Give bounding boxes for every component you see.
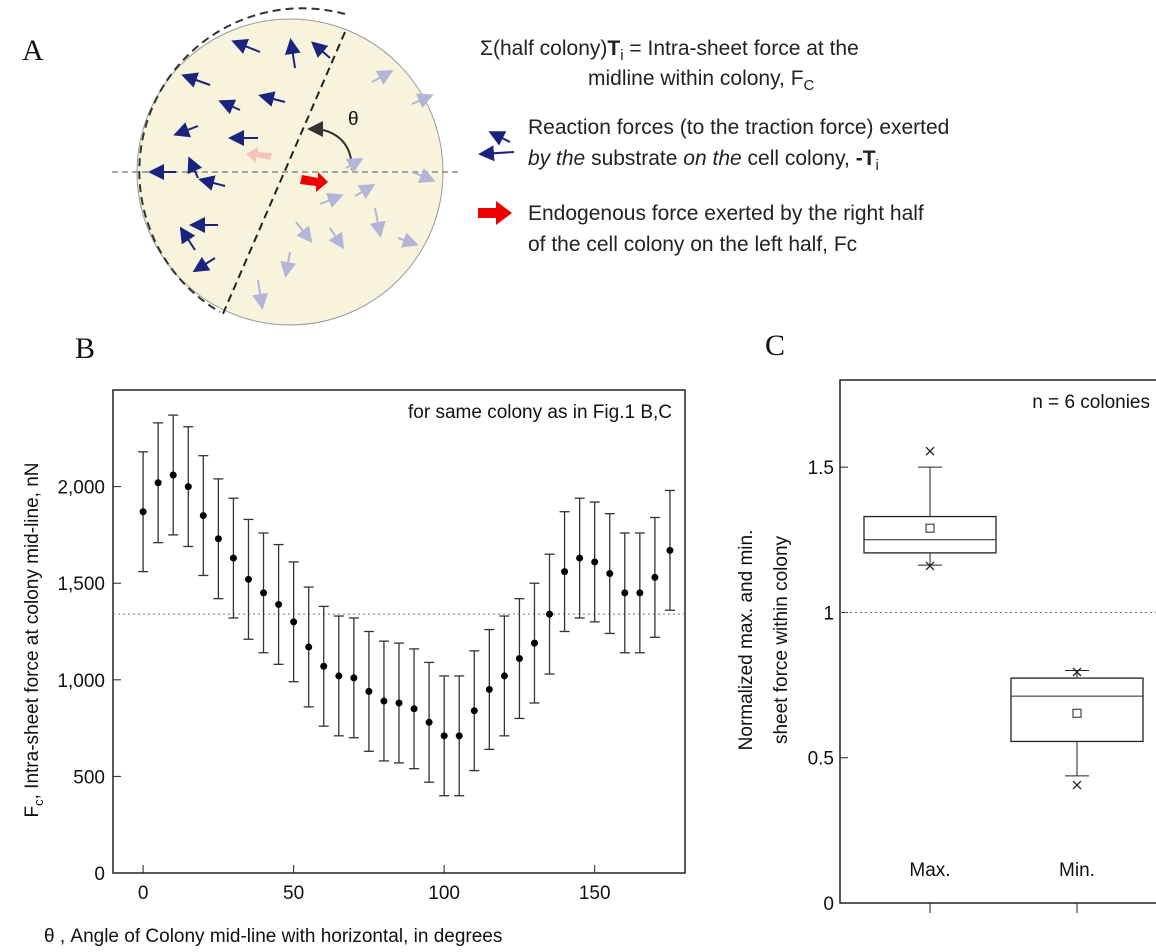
y-axis-label: Fc, Intra-sheet force at colony mid-line… (22, 463, 46, 818)
legend-2b: by the substrate on the cell colony, -Ti (528, 147, 879, 175)
y-tick-label: 1.5 (808, 458, 834, 479)
point (380, 697, 388, 705)
point (530, 639, 538, 647)
y-tick-label: 0.5 (808, 749, 834, 770)
half-outline (138, 7, 346, 313)
legend-arrows (478, 131, 515, 162)
y-tick-label: 1,000 (57, 671, 105, 692)
point (229, 554, 237, 562)
x-tick-label: Max. (909, 860, 950, 881)
extreme (925, 561, 935, 571)
legend-3: Endogenous force exerted by the right ha… (528, 202, 924, 225)
legend-1b: midline within colony, FC (588, 67, 815, 95)
legend-red-arrow (478, 201, 512, 225)
point (546, 610, 554, 618)
point (350, 674, 358, 682)
annotation: n = 6 colonies (1032, 392, 1150, 413)
endogenous-arrow-faint (246, 147, 272, 163)
point (395, 699, 403, 707)
x-tick-label: 150 (579, 883, 611, 904)
point (214, 535, 222, 543)
point (260, 589, 268, 597)
point (651, 573, 659, 581)
plot-frame (112, 389, 686, 874)
point (576, 554, 584, 562)
point (320, 662, 328, 670)
point (606, 570, 614, 578)
legend-3b: of the cell colony on the left half, Fc (528, 233, 858, 256)
point (591, 558, 599, 566)
x-tick-label: 50 (283, 883, 304, 904)
point (455, 732, 463, 740)
light-arrows (252, 70, 436, 310)
point (290, 618, 298, 626)
x-tick-label: 0 (138, 883, 149, 904)
annotation: for same colony as in Fig.1 B,C (408, 402, 672, 423)
point (636, 589, 644, 597)
point (500, 672, 508, 680)
point (305, 643, 313, 651)
point (244, 575, 252, 583)
y-label-text: , Intra-sheet force at colony mid-line, … (22, 463, 43, 800)
extreme (1072, 667, 1082, 677)
legend-1: Σ(half colony)Ti = Intra-sheet force at … (480, 37, 859, 65)
y-axis-label: sheet force within colony (771, 535, 792, 744)
point (425, 718, 433, 726)
point (199, 512, 207, 520)
x-axis-label: θ , Angle of Colony mid-line with horizo… (44, 926, 502, 947)
extreme (925, 446, 935, 456)
endogenous-arrow (300, 172, 328, 192)
point (139, 508, 147, 516)
mean (1072, 708, 1082, 718)
box (863, 515, 997, 554)
x-tick-label: 100 (428, 883, 460, 904)
y-tick-label: 0 (94, 864, 105, 885)
panel-label: B (75, 332, 95, 365)
point (470, 707, 478, 715)
panel-label: C (765, 329, 785, 362)
y-label-symbol: F (22, 806, 43, 818)
point (335, 672, 343, 680)
legend-2: Reaction forces (to the traction force) … (528, 116, 950, 139)
y-label-sub: c (31, 799, 46, 806)
point (275, 600, 283, 608)
y-axis-label: Normalized max. and min. (736, 530, 757, 751)
point (365, 687, 373, 695)
point (184, 483, 192, 491)
y-tick-label: 500 (73, 767, 105, 788)
point (440, 732, 448, 740)
point (621, 589, 629, 597)
point (515, 655, 523, 663)
y-tick-label: 2,000 (57, 478, 105, 499)
point (154, 479, 162, 487)
mean (925, 523, 935, 533)
point (485, 685, 493, 693)
panel-label: A (22, 34, 44, 67)
point (169, 471, 177, 479)
point (666, 546, 674, 554)
plot-frame (839, 379, 1156, 904)
reaction-arrows (148, 38, 331, 273)
point (410, 705, 418, 713)
box (1010, 677, 1144, 743)
y-tick-label: 1 (823, 603, 834, 624)
y-tick-label: 1,500 (57, 574, 105, 595)
point (561, 568, 569, 576)
extreme (1072, 780, 1082, 790)
x-tick-label: Min. (1059, 860, 1095, 881)
y-tick-label: 0 (823, 894, 834, 915)
theta: θ (348, 109, 359, 130)
